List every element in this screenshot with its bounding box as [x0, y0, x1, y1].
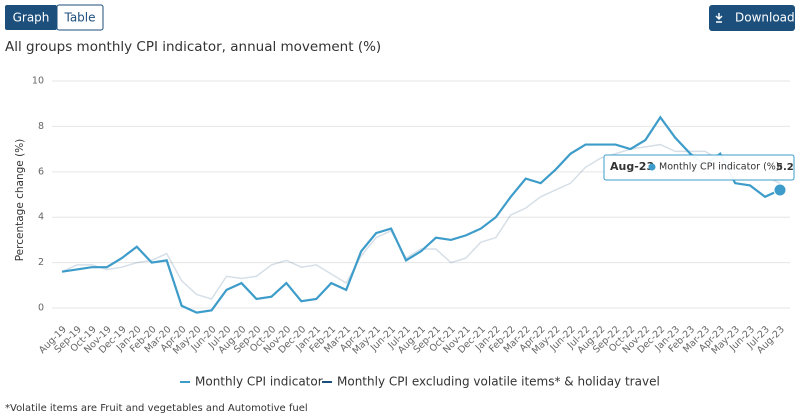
y-axis-title: Percentage change (%) — [14, 139, 26, 262]
y-tick-label: 6 — [38, 166, 44, 177]
y-tick-label: 0 — [38, 303, 44, 314]
y-tick-label: 8 — [38, 121, 44, 132]
tooltip-marker — [648, 163, 656, 171]
download-icon[interactable] — [715, 13, 723, 23]
tooltip-box — [603, 154, 795, 181]
series-line — [61, 115, 781, 314]
download-button[interactable] — [709, 5, 795, 31]
legend-label: Monthly CPI indicator — [195, 375, 323, 389]
graph-tab-label[interactable]: Graph — [13, 11, 50, 25]
y-tick-label: 10 — [32, 76, 44, 87]
tooltip-value: 5.2 — [776, 162, 794, 173]
series-line — [61, 143, 781, 300]
tooltip-category: Aug-23 — [610, 160, 654, 173]
download-label[interactable]: Download — [735, 11, 795, 25]
legend-label: Monthly CPI excluding volatile items* & … — [337, 375, 660, 389]
tooltip-label: Monthly CPI indicator (%): — [659, 162, 783, 173]
graph-tab[interactable] — [5, 5, 57, 30]
table-tab[interactable] — [56, 4, 104, 31]
footnote: *Volatile items are Fruit and vegetables… — [5, 403, 308, 414]
table-tab-label[interactable]: Table — [63, 11, 95, 25]
highlight-point — [773, 183, 787, 197]
y-tick-label: 4 — [38, 212, 44, 223]
chart-title: All groups monthly CPI indicator, annual… — [5, 39, 381, 55]
y-tick-label: 2 — [38, 257, 44, 268]
